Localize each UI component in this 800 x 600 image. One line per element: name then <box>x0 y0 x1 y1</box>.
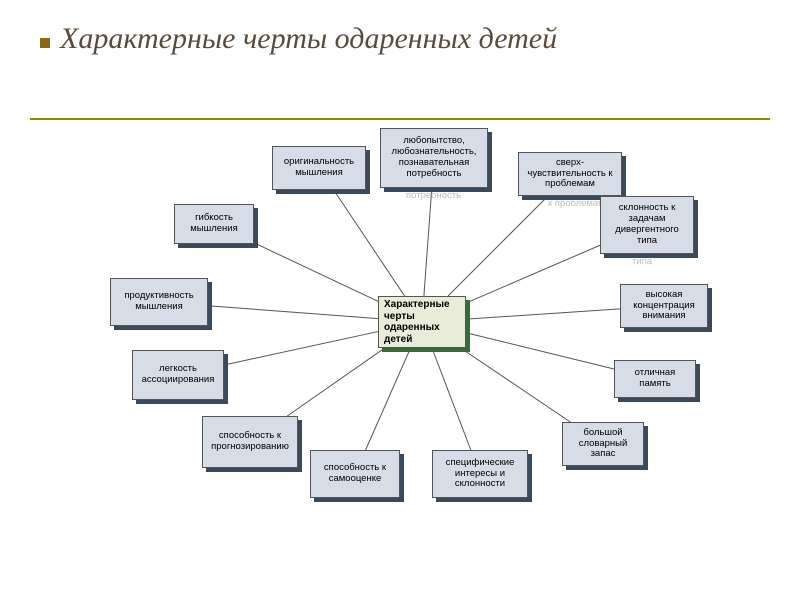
node-label: легкость ассоциирования <box>136 364 220 386</box>
diagram-node: отличная память <box>614 360 696 398</box>
diagram-node: продуктивность мышления <box>110 278 208 326</box>
diagram-node: склонность к задачам дивергентного типа <box>600 196 694 254</box>
diagram-center-node: Характерные черты одаренных детей <box>378 296 466 348</box>
node-label: способность к прогнозированию <box>206 431 294 453</box>
diagram-node: гибкость мышления <box>174 204 254 244</box>
node-label: большой словарный запас <box>566 428 640 461</box>
diagram-node: легкость ассоциирования <box>132 350 224 400</box>
diagram-node: сверх-чувствительность к проблемам <box>518 152 622 196</box>
node-label: гибкость мышления <box>178 213 250 235</box>
node-label: оригинальность мышления <box>276 157 362 179</box>
title-block: Характерные черты одаренных детей <box>60 20 740 58</box>
radial-diagram: потребностьк проблемамтипаоригинальность… <box>0 120 800 580</box>
page-title: Характерные черты одаренных детей <box>60 20 740 58</box>
node-label: высокая концентрация внимания <box>624 290 704 323</box>
diagram-node: большой словарный запас <box>562 422 644 466</box>
slide: Характерные черты одаренных детей потреб… <box>0 0 800 600</box>
node-label: склонность к задачам дивергентного типа <box>604 203 690 247</box>
diagram-node: способность к прогнозированию <box>202 416 298 468</box>
diagram-node: способность к самооценке <box>310 450 400 498</box>
node-label: Характерные черты одаренных детей <box>384 299 462 345</box>
node-label: продуктивность мышления <box>114 291 204 313</box>
node-label: отличная память <box>618 368 692 390</box>
node-label: специфические интересы и склонности <box>436 458 524 491</box>
diagram-node: специфические интересы и склонности <box>432 450 528 498</box>
diagram-node: любопытство, любознательность, познавате… <box>380 128 488 188</box>
node-label: любопытство, любознательность, познавате… <box>384 136 484 180</box>
node-label: сверх-чувствительность к проблемам <box>522 158 618 191</box>
title-bullet <box>40 35 50 45</box>
diagram-node: высокая концентрация внимания <box>620 284 708 328</box>
node-label: способность к самооценке <box>314 463 396 485</box>
diagram-node: оригинальность мышления <box>272 146 366 190</box>
